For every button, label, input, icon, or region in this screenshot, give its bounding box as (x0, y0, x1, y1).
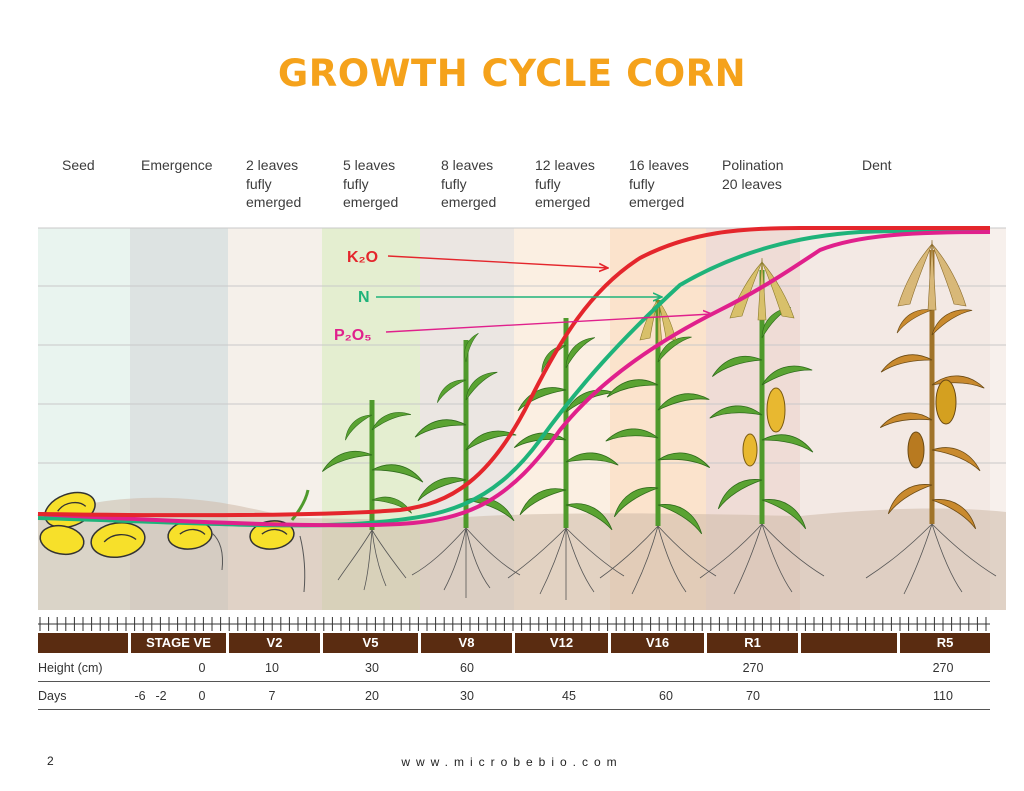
stage-bar-cell (801, 633, 897, 653)
arrow-p2o5 (385, 314, 712, 333)
stage-label-emergence: Emergence (141, 157, 213, 173)
stage-label-5-leaves: 5 leaves fufly emerged (343, 157, 399, 210)
height-value: 270 (742, 661, 764, 675)
row-divider (38, 709, 990, 710)
height-value: 60 (460, 661, 474, 675)
label-k2o: K₂O (347, 249, 378, 266)
page-title: GROWTH CYCLE CORN (277, 52, 747, 95)
days-value: 30 (460, 689, 474, 703)
plant-v8 (411, 330, 521, 598)
plant-v16 (599, 295, 717, 595)
timeline-ruler (38, 617, 990, 631)
curve-k2o (37, 225, 990, 518)
stage-bar-r5: R5 (900, 633, 990, 653)
stage-bar-v8: V8 (421, 633, 512, 653)
page-number: 2 (47, 754, 54, 768)
stage-label-dent: Dent (862, 157, 892, 173)
plant-r1 (699, 257, 825, 595)
row-divider (38, 681, 990, 682)
stage-bar-ve: STAGE VE (131, 633, 226, 653)
days-value: 70 (746, 689, 760, 703)
days-row-label: Days (38, 689, 67, 703)
stage-label-16-leaves: 16 leaves fufly emerged (629, 157, 689, 210)
plant-r5 (865, 239, 997, 595)
label-n: N (358, 289, 370, 306)
stage-bar-v12: V12 (515, 633, 608, 653)
footer-url: www.microbebio.com (401, 755, 623, 769)
stage-bar-v5: V5 (323, 633, 418, 653)
stage-label-polination: Polination 20 leaves (722, 157, 784, 192)
height-value: 30 (365, 661, 379, 675)
label-p2o5: P₂O₅ (334, 327, 372, 344)
height-value: 0 (198, 661, 206, 675)
days-value: 110 (933, 689, 953, 703)
height-value: 10 (265, 661, 279, 675)
days-value: 60 (659, 689, 673, 703)
height-value: 270 (932, 661, 954, 675)
days-value: 7 (268, 689, 276, 703)
stage-label-seed: Seed (62, 157, 95, 173)
stage-label-2-leaves: 2 leaves fufly emerged (246, 157, 302, 210)
plant-v5 (318, 400, 427, 591)
stage-bar-v16: V16 (611, 633, 704, 653)
height-row-label: Height (cm) (38, 661, 103, 675)
days-value: 20 (365, 689, 379, 703)
stage-label-8-leaves: 8 leaves fufly emerged (441, 157, 497, 210)
stage-bar-r1: R1 (707, 633, 798, 653)
days-value: 45 (562, 689, 576, 703)
curve-p2o5 (37, 230, 991, 528)
stage-bar-cell (38, 633, 128, 653)
stage-label-12-leaves: 12 leaves fufly emerged (535, 157, 595, 210)
days-value: -2 (155, 689, 167, 703)
days-value: 0 (198, 689, 206, 703)
stage-bar-v2: V2 (229, 633, 320, 653)
arrow-k2o (387, 255, 608, 268)
days-value: -6 (134, 689, 146, 703)
